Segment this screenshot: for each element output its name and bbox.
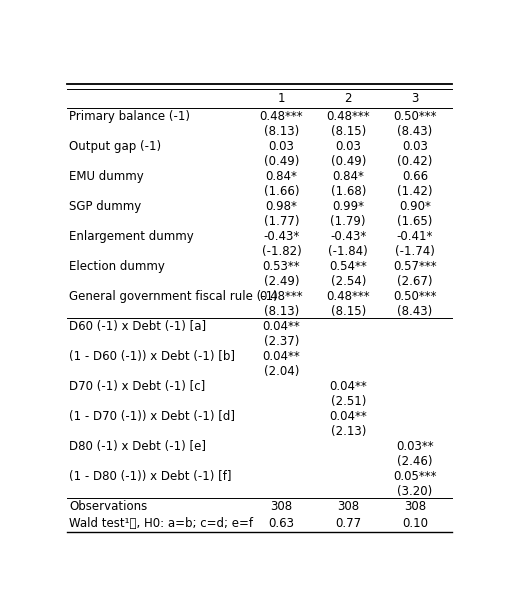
Text: (2.49): (2.49)	[264, 275, 299, 288]
Text: (1.66): (1.66)	[264, 185, 299, 198]
Text: 0.53**: 0.53**	[263, 260, 300, 273]
Text: (8.43): (8.43)	[397, 125, 432, 138]
Text: (1 - D60 (-1)) x Debt (-1) [b]: (1 - D60 (-1)) x Debt (-1) [b]	[69, 350, 235, 363]
Text: 0.57***: 0.57***	[393, 260, 437, 273]
Text: 0.48***: 0.48***	[260, 290, 303, 303]
Text: 2: 2	[344, 92, 352, 105]
Text: 0.03: 0.03	[335, 140, 361, 153]
Text: D80 (-1) x Debt (-1) [e]: D80 (-1) x Debt (-1) [e]	[69, 440, 206, 453]
Text: (2.04): (2.04)	[264, 365, 299, 378]
Text: D70 (-1) x Debt (-1) [c]: D70 (-1) x Debt (-1) [c]	[69, 380, 205, 393]
Text: 1: 1	[278, 92, 285, 105]
Text: (-1.82): (-1.82)	[262, 245, 301, 258]
Text: D60 (-1) x Debt (-1) [a]: D60 (-1) x Debt (-1) [a]	[69, 320, 206, 333]
Text: 0.77: 0.77	[335, 517, 361, 530]
Text: (2.54): (2.54)	[331, 275, 366, 288]
Text: (8.15): (8.15)	[331, 305, 366, 318]
Text: (1.77): (1.77)	[264, 215, 299, 228]
Text: 0.50***: 0.50***	[393, 110, 437, 122]
Text: 0.50***: 0.50***	[393, 290, 437, 303]
Text: -0.43*: -0.43*	[263, 230, 300, 243]
Text: (2.46): (2.46)	[397, 455, 433, 468]
Text: 0.54**: 0.54**	[330, 260, 367, 273]
Text: 0.03**: 0.03**	[396, 440, 434, 453]
Text: 0.99*: 0.99*	[332, 200, 364, 213]
Text: 0.98*: 0.98*	[266, 200, 298, 213]
Text: 0.10: 0.10	[402, 517, 428, 530]
Text: (8.15): (8.15)	[331, 125, 366, 138]
Text: (8.13): (8.13)	[264, 305, 299, 318]
Text: 0.66: 0.66	[402, 170, 428, 183]
Text: (2.67): (2.67)	[397, 275, 433, 288]
Text: (3.20): (3.20)	[397, 485, 432, 498]
Text: 308: 308	[404, 500, 426, 513]
Text: 0.48***: 0.48***	[260, 110, 303, 122]
Text: Output gap (-1): Output gap (-1)	[69, 140, 161, 153]
Text: -0.41*: -0.41*	[397, 230, 433, 243]
Text: (2.13): (2.13)	[331, 425, 366, 438]
Text: -0.43*: -0.43*	[330, 230, 367, 243]
Text: 0.90*: 0.90*	[399, 200, 431, 213]
Text: 308: 308	[270, 500, 293, 513]
Text: EMU dummy: EMU dummy	[69, 170, 144, 183]
Text: 308: 308	[337, 500, 359, 513]
Text: 0.04**: 0.04**	[263, 320, 300, 333]
Text: Observations: Observations	[69, 500, 148, 513]
Text: (0.49): (0.49)	[264, 155, 299, 168]
Text: 0.03: 0.03	[402, 140, 428, 153]
Text: (0.42): (0.42)	[397, 155, 433, 168]
Text: (1.79): (1.79)	[331, 215, 366, 228]
Text: (8.43): (8.43)	[397, 305, 432, 318]
Text: Election dummy: Election dummy	[69, 260, 165, 273]
Text: (1 - D70 (-1)) x Debt (-1) [d]: (1 - D70 (-1)) x Debt (-1) [d]	[69, 410, 235, 423]
Text: Primary balance (-1): Primary balance (-1)	[69, 110, 190, 122]
Text: 0.48***: 0.48***	[327, 110, 370, 122]
Text: (1.42): (1.42)	[397, 185, 433, 198]
Text: General government fiscal rule (-1): General government fiscal rule (-1)	[69, 290, 278, 303]
Text: 0.04**: 0.04**	[330, 380, 367, 393]
Text: 0.03: 0.03	[269, 140, 295, 153]
Text: 0.63: 0.63	[268, 517, 295, 530]
Text: Wald test¹⦾, H0: a=b; c=d; e=f: Wald test¹⦾, H0: a=b; c=d; e=f	[69, 517, 254, 530]
Text: (8.13): (8.13)	[264, 125, 299, 138]
Text: 3: 3	[411, 92, 419, 105]
Text: (2.51): (2.51)	[331, 395, 366, 408]
Text: (1.68): (1.68)	[331, 185, 366, 198]
Text: SGP dummy: SGP dummy	[69, 200, 141, 213]
Text: 0.48***: 0.48***	[327, 290, 370, 303]
Text: 0.04**: 0.04**	[330, 410, 367, 423]
Text: (-1.84): (-1.84)	[329, 245, 368, 258]
Text: 0.84*: 0.84*	[266, 170, 298, 183]
Text: (2.37): (2.37)	[264, 335, 299, 348]
Text: (-1.74): (-1.74)	[395, 245, 435, 258]
Text: (1 - D80 (-1)) x Debt (-1) [f]: (1 - D80 (-1)) x Debt (-1) [f]	[69, 470, 232, 483]
Text: (1.65): (1.65)	[397, 215, 433, 228]
Text: 0.05***: 0.05***	[393, 470, 437, 483]
Text: 0.84*: 0.84*	[332, 170, 364, 183]
Text: Enlargement dummy: Enlargement dummy	[69, 230, 194, 243]
Text: 0.04**: 0.04**	[263, 350, 300, 363]
Text: (0.49): (0.49)	[331, 155, 366, 168]
